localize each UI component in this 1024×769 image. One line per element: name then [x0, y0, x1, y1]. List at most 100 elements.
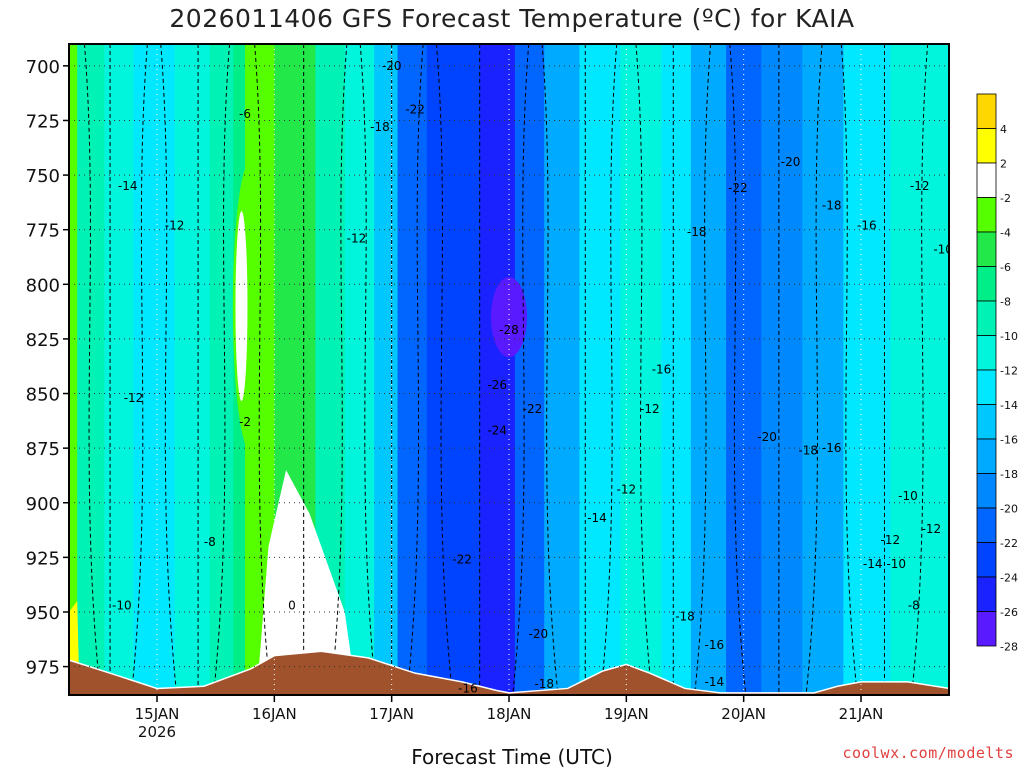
warm-surface-white	[256, 469, 357, 695]
contour-label: 0	[288, 598, 296, 612]
y-tick-label: 725	[26, 111, 60, 132]
temperature-band	[579, 44, 622, 695]
colorbar-label: -2	[1000, 192, 1011, 205]
contour-label: -22	[523, 402, 543, 416]
colorbar-label: 4	[1000, 123, 1007, 136]
temperature-band	[514, 44, 545, 695]
y-tick-label: 875	[26, 439, 60, 460]
x-tick-label: 17JAN	[369, 705, 414, 723]
isotherm-contour	[406, 44, 424, 695]
isotherm-contour	[213, 44, 231, 695]
y-tick-label: 750	[26, 166, 60, 187]
colorbar-label: -26	[1000, 606, 1018, 619]
isotherm-contour	[160, 44, 178, 695]
colorbar-label: 2	[1000, 158, 1007, 171]
contour-label: -16	[652, 363, 672, 377]
temperature-band	[397, 44, 428, 695]
temperature-band	[209, 44, 234, 695]
temperature-band	[544, 44, 580, 695]
temperature-band	[69, 44, 78, 695]
y-tick-label: 850	[26, 385, 60, 406]
contour-label: -24	[487, 424, 507, 438]
temperature-band	[374, 44, 399, 695]
contour-label: -12	[640, 402, 660, 416]
contour-label: -10	[886, 557, 906, 571]
contour-label: -16	[822, 441, 842, 455]
contour-label: -16	[705, 638, 725, 652]
contour-label: -22	[405, 103, 425, 117]
temperature-band	[344, 44, 375, 695]
isotherm-contour	[435, 44, 453, 695]
isotherm-contour	[512, 44, 530, 695]
temperature-band	[802, 44, 844, 695]
x-tick-label: 18JAN	[487, 705, 532, 723]
contour-label: -20	[529, 627, 549, 641]
x-tick-label: 16JAN	[252, 705, 297, 723]
contour-label: -18	[687, 225, 707, 239]
colorbar-label: -18	[1000, 468, 1018, 481]
y-tick-label: 825	[26, 330, 60, 351]
terrain-ground	[69, 650, 949, 695]
contour-label: -16	[857, 218, 877, 232]
isotherm-contour	[330, 44, 348, 695]
warm-core-white	[235, 211, 248, 402]
contour-label: -22	[728, 181, 748, 195]
isotherm-contour	[359, 44, 377, 695]
colorbar-swatch	[976, 266, 997, 302]
colorbar-swatch	[976, 93, 997, 129]
colorbar-label: -28	[1000, 641, 1018, 654]
isotherm-contour	[840, 44, 858, 695]
temperature-band	[690, 44, 727, 695]
y-tick-label: 800	[26, 275, 60, 296]
contour-label: -12	[617, 483, 637, 497]
source-credit[interactable]: coolwx.com/modelts	[842, 744, 1014, 762]
x-axis-label: Forecast Time (UTC)	[411, 745, 613, 769]
contour-label: -18	[675, 609, 695, 623]
contour-label: -6	[239, 107, 251, 121]
contour-label: -2	[239, 415, 251, 429]
contour-label: -20	[757, 430, 777, 444]
contour-label: -12	[124, 391, 144, 405]
contour-label: -18	[822, 199, 842, 213]
contour-label: -28	[499, 323, 519, 337]
y-tick-label: 900	[26, 494, 60, 515]
y-tick-label: 950	[26, 603, 60, 624]
colorbar-label: -4	[1000, 227, 1011, 240]
colorbar-label: -10	[1000, 330, 1018, 343]
isotherm-contour	[911, 44, 929, 695]
isotherm-contour	[130, 44, 148, 695]
isotherm-contour	[635, 44, 653, 695]
colorbar-label: -20	[1000, 503, 1018, 516]
isotherm-contour	[600, 44, 618, 695]
colorbar-label: -16	[1000, 434, 1018, 447]
colorbar-swatch	[976, 576, 997, 612]
colorbar-swatch	[976, 507, 997, 543]
temperature-band	[479, 44, 516, 695]
contour-label: -18	[798, 443, 818, 457]
y-tick-label: 775	[26, 221, 60, 242]
temperature-band	[104, 44, 135, 695]
temperature-band	[426, 44, 481, 695]
contour-label: -18	[534, 677, 554, 691]
colorbar-swatch	[976, 162, 997, 198]
x-tick-label: 19JAN	[604, 705, 649, 723]
contour-label: -14	[118, 179, 138, 193]
colorbar-label: -14	[1000, 399, 1018, 412]
contour-label: -8	[908, 598, 920, 612]
contour-label: -14	[705, 675, 725, 689]
x-tick-year: 2026	[138, 723, 176, 741]
isotherm-contour	[729, 44, 747, 695]
colorbar-swatch	[976, 542, 997, 578]
temperature-band	[174, 44, 211, 695]
x-tick-label: 20JAN	[721, 705, 766, 723]
colorbar-swatch	[976, 128, 997, 164]
contour-label: -22	[452, 553, 472, 567]
temperature-band	[843, 44, 891, 695]
colorbar-label: -6	[1000, 261, 1011, 274]
x-tick-label: 21JAN	[839, 705, 884, 723]
temperature-band	[761, 44, 803, 695]
contour-label: -20	[781, 155, 801, 169]
contour-label: -12	[881, 533, 901, 547]
colorbar-swatch	[976, 300, 997, 336]
